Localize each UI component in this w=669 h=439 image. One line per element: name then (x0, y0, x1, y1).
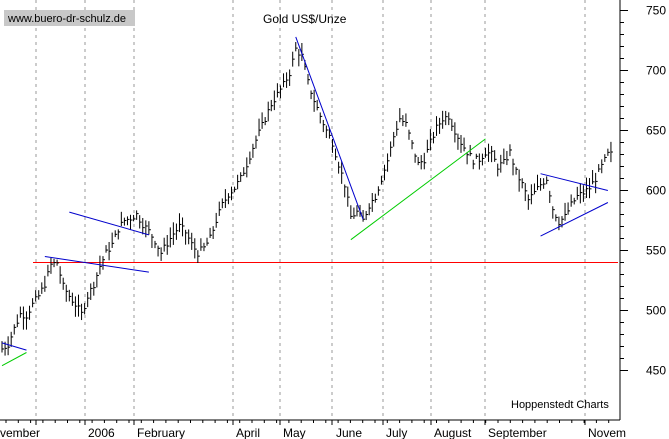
trendline (44, 256, 149, 273)
y-tick-label: 600 (646, 184, 666, 198)
trendline (540, 202, 609, 237)
trendline (295, 36, 364, 220)
x-tick-label: September (488, 426, 547, 439)
trendline (540, 173, 609, 191)
x-tick-label: Novem (588, 426, 626, 439)
x-tick-label: April (236, 426, 260, 439)
chart-title: Gold US$/Unze (263, 12, 347, 26)
price-bars (1, 42, 613, 356)
x-tick-label: 2006 (88, 426, 115, 439)
trendline (69, 211, 150, 236)
watermark-background (4, 10, 135, 26)
x-tick-label: August (434, 426, 472, 439)
x-tick-label: July (386, 426, 407, 439)
x-axis-ticks: vember 2006 February April May June July August… (0, 420, 626, 439)
x-tick-label: May (283, 426, 306, 439)
trendline (350, 138, 486, 241)
y-tick-label: 700 (646, 64, 666, 78)
source-label: Hoppenstedt Charts (511, 399, 609, 411)
y-tick-label: 650 (646, 124, 666, 138)
y-tick-label: 550 (646, 244, 666, 258)
x-tick-label: vember (0, 426, 40, 439)
y-tick-label: 500 (646, 304, 666, 318)
y-tick-label: 750 (646, 4, 666, 18)
trendlines (1, 36, 609, 367)
y-tick-label: 450 (646, 364, 666, 378)
month-gridlines (35, 0, 586, 420)
y-axis-ticks: 450 500 550 600 650 700 750 (620, 4, 666, 378)
trendline (1, 352, 27, 367)
trendline (1, 342, 27, 351)
x-tick-label: February (137, 426, 185, 439)
x-tick-label: June (336, 426, 362, 439)
watermark: www.buero-dr-schulz.de (7, 13, 126, 25)
